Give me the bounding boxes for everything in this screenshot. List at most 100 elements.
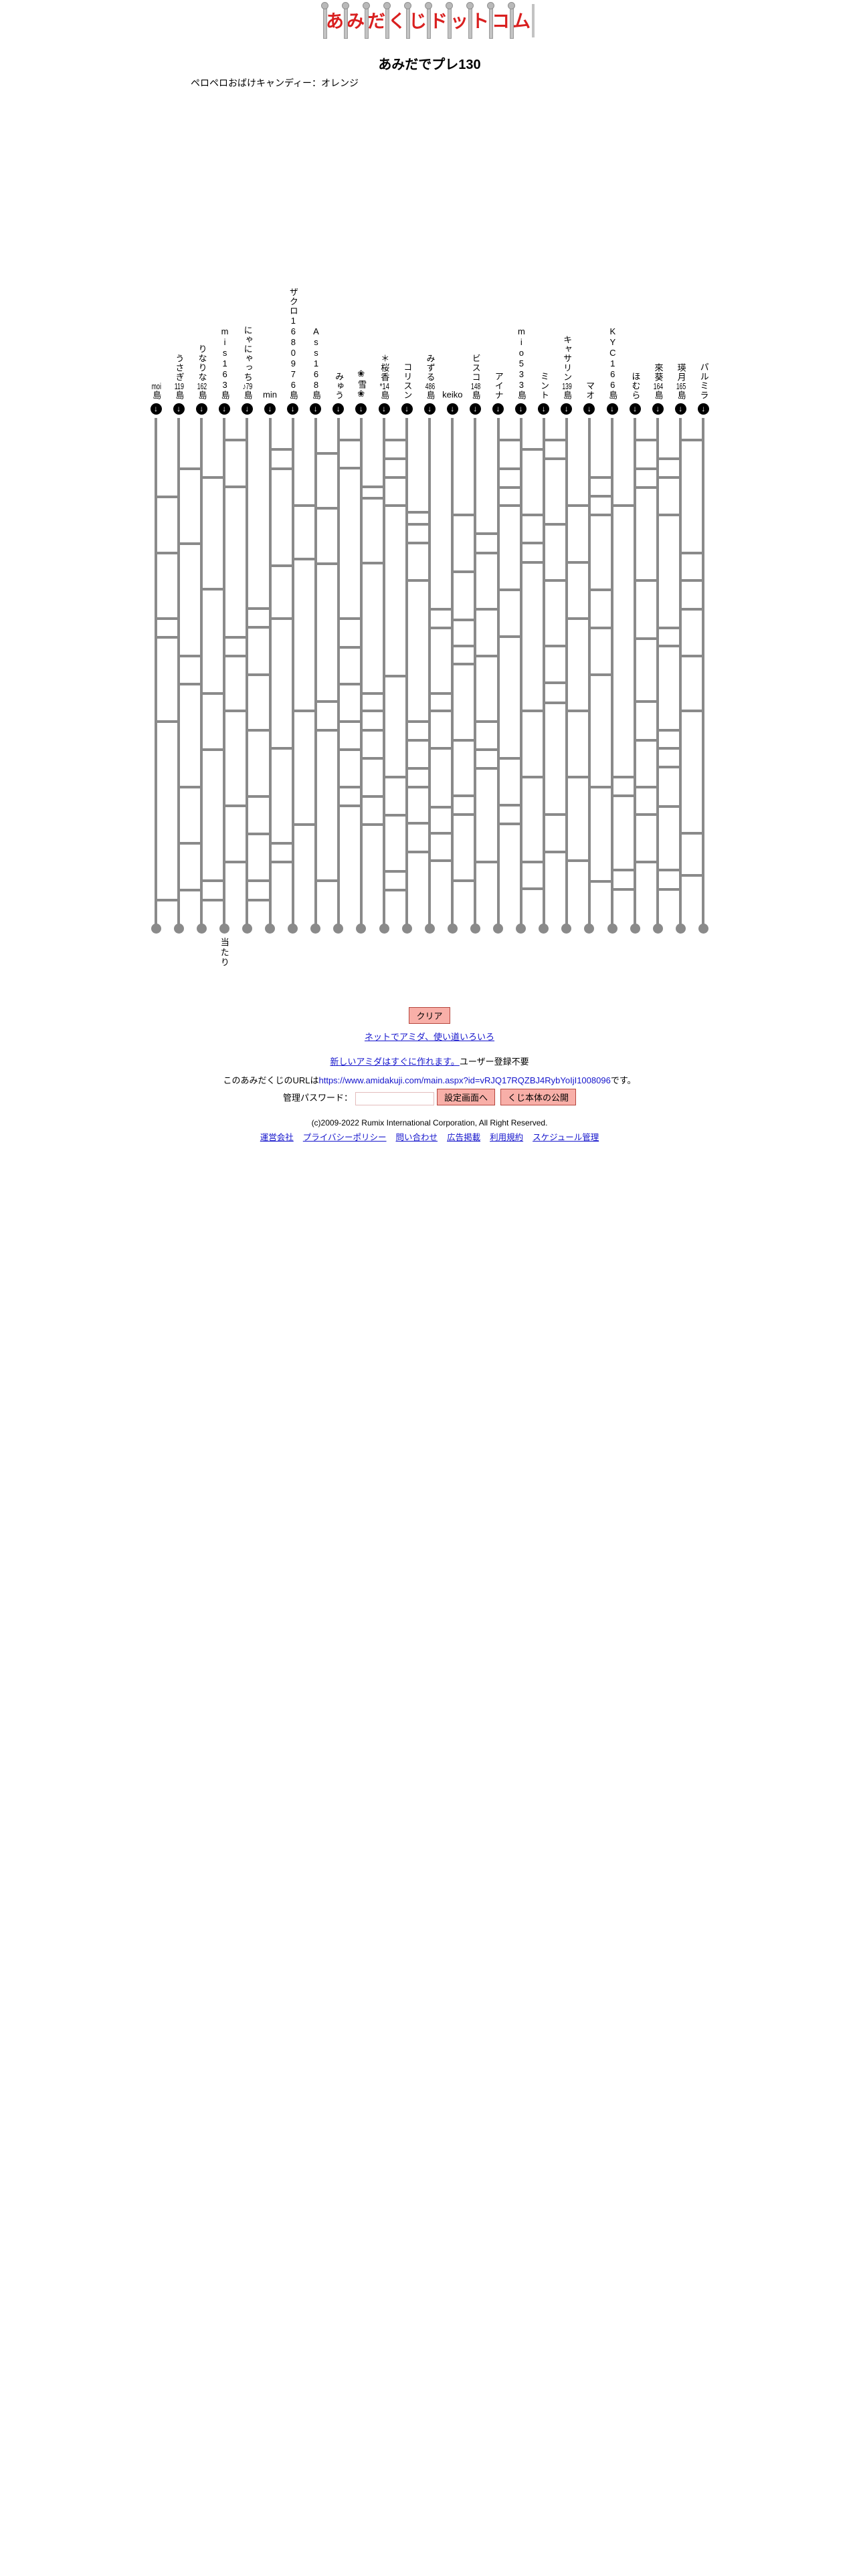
ladder-rung [519,542,545,544]
ladder-rung [359,795,385,798]
ladder-rung [519,561,545,564]
ladder-rung [611,888,637,891]
start-arrow-icon[interactable]: ↓ [401,403,413,415]
start-arrow-icon[interactable]: ↓ [561,403,573,415]
ladder-rung [519,887,545,890]
start-arrow-icon[interactable]: ↓ [332,403,345,415]
promo-link[interactable]: ネットでアミダ、使い道いろいろ [364,1032,495,1042]
start-arrow-icon[interactable]: ↓ [674,403,686,415]
ladder-rung [474,720,500,723]
start-arrow-icon[interactable]: ↓ [446,403,458,415]
start-arrow-icon[interactable]: ↓ [150,403,162,415]
ladder-rung [405,511,432,514]
ladder-rung [200,692,226,695]
ladder-rung [383,457,409,460]
ladder-vertical-line [246,418,249,928]
ladder-rung [177,467,203,470]
amidakuji-url-link[interactable]: https://www.amidakuji.com/main.aspx?id=v… [318,1075,611,1085]
ladder-rung [656,729,682,732]
ladder-vertical-line [634,418,637,928]
settings-button[interactable]: 設定画面へ [436,1089,495,1105]
column-label: りなりな162島 [197,344,207,400]
admin-password-row: 管理パスワード： 設定画面へ くじ本体の公開 [0,1089,859,1105]
column-label: ミント [539,372,549,400]
ladder-rung [223,710,249,712]
start-arrow-icon[interactable]: ↓ [697,403,709,415]
ladder-rung [679,832,705,835]
footer-link[interactable]: 運営会社 [260,1133,294,1142]
column-label: うさぎ119島 [174,354,185,400]
ladder-rung [679,608,705,611]
ladder-rung [268,617,294,620]
ladder-rung [451,813,477,816]
ladder-rung [496,635,522,638]
ladder-rung [405,786,432,788]
ladder-rung [474,767,500,770]
ladder-endpoint [151,924,161,934]
start-arrow-icon[interactable]: ↓ [515,403,527,415]
start-arrow-icon[interactable]: ↓ [218,403,230,415]
ladder-vertical-line [314,418,317,928]
start-arrow-icon[interactable]: ↓ [583,403,595,415]
logo-char: み [342,2,366,39]
footer-link[interactable]: 広告掲載 [447,1133,481,1142]
clear-button[interactable]: クリア [409,1007,450,1024]
start-arrow-icon[interactable]: ↓ [652,403,664,415]
footer-link[interactable]: 問い合わせ [395,1133,438,1142]
ladder-rung [223,655,249,657]
ladder-rung [314,879,340,882]
publish-button[interactable]: くじ本体の公開 [500,1089,577,1105]
column-label: 瑛月165島 [676,363,686,400]
start-arrow-icon[interactable]: ↓ [629,403,641,415]
ladder-rung [679,552,705,554]
start-arrow-icon[interactable]: ↓ [492,403,504,415]
url-suffix: です。 [610,1075,636,1085]
start-arrow-icon[interactable]: ↓ [469,403,481,415]
start-arrow-icon[interactable]: ↓ [538,403,550,415]
start-arrow-icon[interactable]: ↓ [173,403,185,415]
admin-password-input[interactable] [355,1091,434,1105]
start-arrow-icon[interactable]: ↓ [264,403,276,415]
start-arrow-icon[interactable]: ↓ [310,403,322,415]
start-arrow-icon[interactable]: ↓ [423,403,436,415]
create-amida-link[interactable]: 新しいアミダはすぐに作れます。 [330,1057,460,1067]
start-arrow-icon[interactable]: ↓ [378,403,390,415]
ladder-vertical-line [177,418,181,928]
ladder-rung [656,805,682,808]
column-label: ビスコ148島 [470,354,481,400]
start-arrow-icon[interactable]: ↓ [606,403,618,415]
ladder-rung [405,579,432,582]
ladder-rung [428,692,454,695]
ladder-rung [268,564,294,567]
ladder-vertical-line [223,418,226,928]
ladder-rung [451,739,477,742]
site-logo[interactable]: あみだくじドットコム [0,2,859,39]
ladder-rung [337,683,363,685]
footer-link[interactable]: 利用規約 [490,1133,524,1142]
ladder-rung [405,739,432,742]
ladder-rung [177,683,203,685]
logo-char: ム [508,2,535,39]
ladder-rung [268,448,294,451]
ladder-rung [155,496,181,498]
ladder-rung [223,861,249,863]
ladder-rung [405,523,432,526]
footer-link[interactable]: スケジュール管理 [533,1133,599,1142]
ladder-vertical-line [611,418,613,928]
footer-link[interactable]: プライバシーポリシー [302,1133,387,1142]
start-arrow-icon[interactable]: ↓ [355,403,367,415]
ladder-vertical-line [291,418,294,928]
ladder-endpoint [288,924,298,934]
ladder-vertical-line [565,418,568,928]
ladder-endpoint [630,924,640,934]
start-arrow-icon[interactable]: ↓ [287,403,299,415]
ladder-rung [246,626,272,629]
ladder-rung [383,504,409,507]
start-arrow-icon[interactable]: ↓ [241,403,253,415]
footer-links: 運営会社 プライバシーポリシー 問い合わせ 広告掲載 利用規約 スケジュール管理 [0,1130,859,1143]
logo-char: だ [363,2,387,39]
ladder-rung [587,476,613,479]
ladder-rung [337,646,363,649]
ladder-rung [428,859,454,862]
start-arrow-icon[interactable]: ↓ [195,403,207,415]
